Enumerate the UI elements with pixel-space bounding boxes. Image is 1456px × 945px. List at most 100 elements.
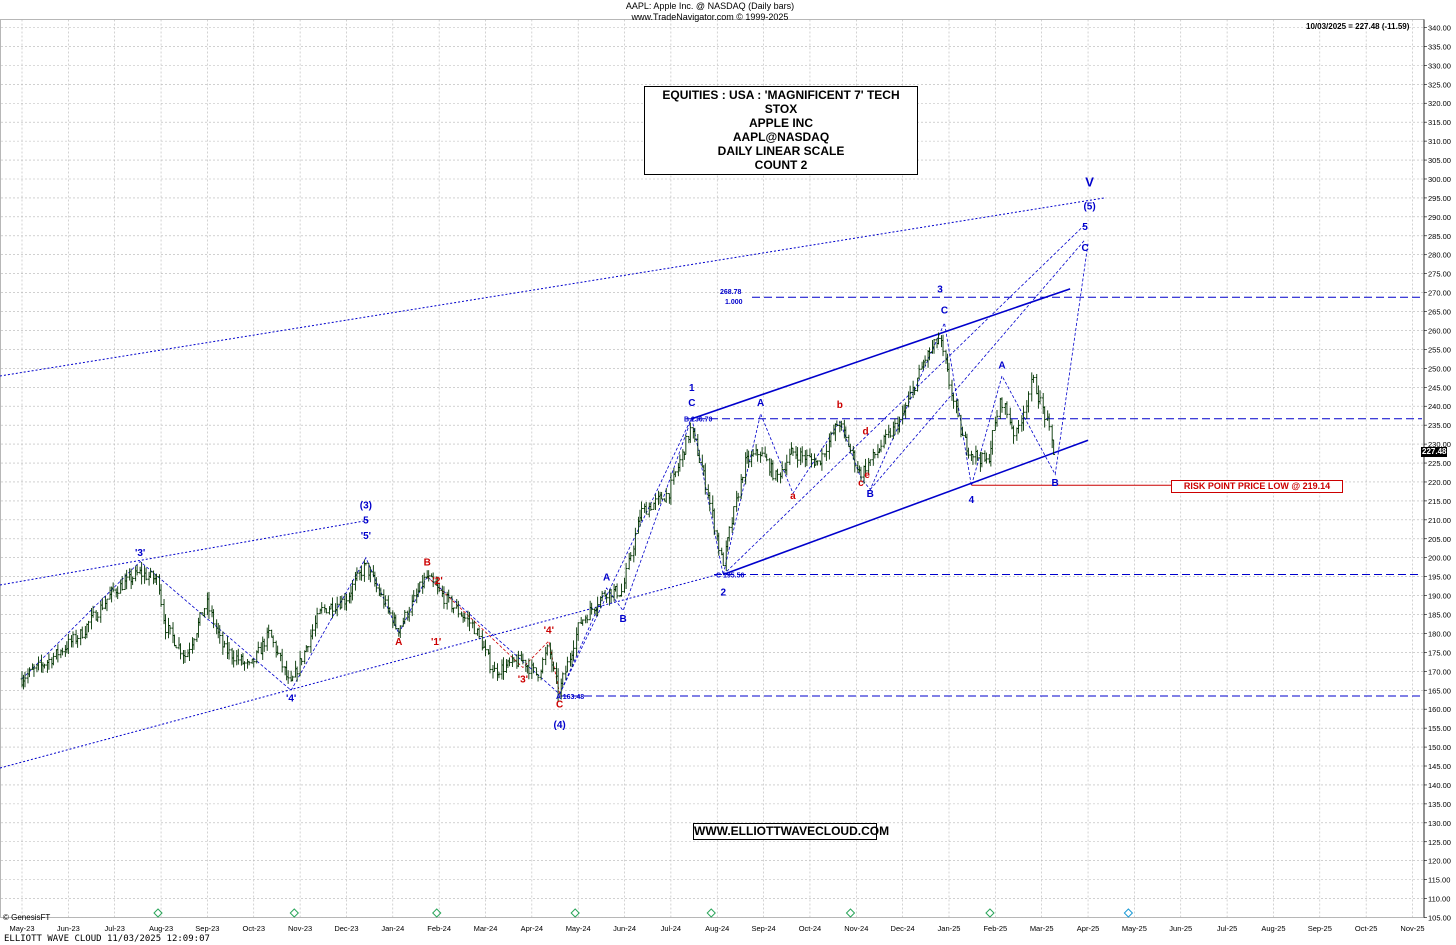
wave-labels: 268.78 1.000 B 236.70 C 195.56 A 163.48 '3' '4… — [135, 175, 1134, 918]
wave-label: 2 — [720, 588, 726, 599]
y-tick-label: 140.00 — [1428, 781, 1451, 790]
risk-point-label: RISK POINT PRICE LOW @ 219.14 — [1171, 480, 1343, 493]
website-label: WWW.ELLIOTTWAVECLOUD.COM — [693, 823, 890, 840]
chart-header-source: www.TradeNavigator.com © 1999-2025 — [631, 12, 789, 22]
wave-label: 4 — [969, 495, 975, 506]
x-tick-label: Oct-23 — [242, 924, 265, 933]
time-cycle-icon — [153, 908, 163, 918]
wave-label: B — [1052, 478, 1059, 489]
time-cycle-icon — [1123, 908, 1134, 918]
x-tick-label: May-25 — [1122, 924, 1147, 933]
x-tick-label: May-23 — [9, 924, 34, 933]
wave-label: (5) — [1083, 201, 1095, 212]
x-tick-label: Feb-25 — [983, 924, 1007, 933]
outer-trendline-lower — [0, 574, 717, 769]
wave-label: A — [395, 637, 402, 648]
wave-label: a — [790, 491, 796, 502]
time-cycle-icon — [570, 908, 580, 918]
last-price-tag: 227.48 — [1421, 447, 1448, 457]
time-cycle-icon — [845, 908, 856, 918]
y-tick-label: 205.00 — [1428, 535, 1451, 544]
y-tick-label: 265.00 — [1428, 308, 1451, 317]
x-tick-label: Jul-23 — [104, 924, 124, 933]
wave-label: c — [858, 478, 864, 489]
y-tick-label: 275.00 — [1428, 270, 1451, 279]
y-tick-label: 320.00 — [1428, 99, 1451, 108]
y-tick-label: 160.00 — [1428, 705, 1451, 714]
wave-label: b — [837, 400, 843, 411]
y-tick-label: 230.00 — [1428, 440, 1451, 449]
y-tick-label: 335.00 — [1428, 42, 1451, 51]
time-cycle-icon — [985, 908, 995, 918]
time-cycle-icon — [289, 908, 299, 918]
x-tick-label: Dec-24 — [891, 924, 915, 933]
wave-label: 3 — [937, 285, 943, 296]
y-tick-label: 235.00 — [1428, 421, 1451, 430]
level-label: 268.78 — [720, 289, 742, 296]
chart-header-title: AAPL: Apple Inc. @ NASDAQ (Daily bars) — [625, 1, 795, 11]
x-tick-label: Oct-24 — [799, 924, 822, 933]
wave-label: C — [1081, 243, 1088, 254]
wave-label: B — [424, 557, 431, 568]
x-tick-label: Sep-25 — [1308, 924, 1332, 933]
y-tick-label: 285.00 — [1428, 232, 1451, 241]
x-tick-label: May-24 — [566, 924, 591, 933]
copyright: © GenesisFT — [3, 913, 51, 922]
grid — [0, 19, 1425, 918]
y-tick-label: 165.00 — [1428, 686, 1451, 695]
trendline-3-5 — [0, 519, 371, 586]
y-tick-label: 330.00 — [1428, 61, 1451, 70]
y-tick-label: 240.00 — [1428, 402, 1451, 411]
x-tick-label: Nov-25 — [1400, 924, 1424, 933]
wave-label: 5 — [1082, 222, 1088, 233]
wave-label: A — [603, 572, 610, 583]
x-tick-label: Aug-25 — [1261, 924, 1285, 933]
wave-label: (3) — [360, 500, 372, 511]
y-tick-label: 200.00 — [1428, 554, 1451, 563]
level-label: B 236.70 — [684, 417, 713, 424]
wave-label: d — [863, 427, 869, 438]
wave-label: (4) — [554, 720, 566, 731]
x-tick-label: Apr-24 — [521, 924, 544, 933]
level-note: 1.000 — [725, 299, 743, 306]
wave-label: '4' — [544, 625, 554, 636]
last-quote: 10/03/2025 = 227.48 (-11.59) — [1306, 22, 1410, 31]
y-tick-label: 155.00 — [1428, 724, 1451, 733]
wave-label: '3' — [135, 548, 145, 559]
wave-label: '4' — [286, 694, 296, 705]
wave-label: '5' — [361, 531, 371, 542]
y-tick-label: 310.00 — [1428, 137, 1451, 146]
x-tick-label: Jul-25 — [1217, 924, 1237, 933]
wave-label: 1 — [689, 383, 695, 394]
x-tick-label: Jun-24 — [613, 924, 636, 933]
x-tick-label: Jul-24 — [661, 924, 681, 933]
title-line: DAILY LINEAR SCALE — [717, 144, 845, 158]
y-tick-label: 255.00 — [1428, 345, 1451, 354]
time-cycle-icon — [706, 908, 716, 918]
y-tick-label: 105.00 — [1428, 914, 1451, 923]
y-tick-label: 175.00 — [1428, 648, 1451, 657]
y-tick-label: 150.00 — [1428, 743, 1451, 752]
level-label: A 163.48 — [556, 694, 584, 701]
y-tick-label: 215.00 — [1428, 497, 1451, 506]
y-tick-label: 315.00 — [1428, 118, 1451, 127]
wave-path-major — [21, 556, 560, 695]
y-tick-label: 340.00 — [1428, 24, 1451, 33]
x-tick-label: Nov-23 — [288, 924, 312, 933]
y-tick-label: 145.00 — [1428, 762, 1451, 771]
y-tick-label: 260.00 — [1428, 326, 1451, 335]
footer-stamp: ELLIOTT WAVE CLOUD 11/03/2025 12:09:07 — [4, 934, 210, 944]
y-tick-label: 125.00 — [1428, 838, 1451, 847]
x-tick-label: Jun-25 — [1169, 924, 1192, 933]
y-tick-label: 135.00 — [1428, 800, 1451, 809]
y-tick-label: 195.00 — [1428, 573, 1451, 582]
x-tick-label: Sep-24 — [752, 924, 776, 933]
y-tick-label: 300.00 — [1428, 175, 1451, 184]
level-label: C 195.56 — [716, 573, 745, 580]
time-cycle-icon — [432, 908, 442, 918]
x-tick-label: Mar-25 — [1030, 924, 1054, 933]
x-tick-label: Jan-24 — [381, 924, 404, 933]
x-tick-label: Nov-24 — [844, 924, 868, 933]
y-tick-label: 225.00 — [1428, 459, 1451, 468]
